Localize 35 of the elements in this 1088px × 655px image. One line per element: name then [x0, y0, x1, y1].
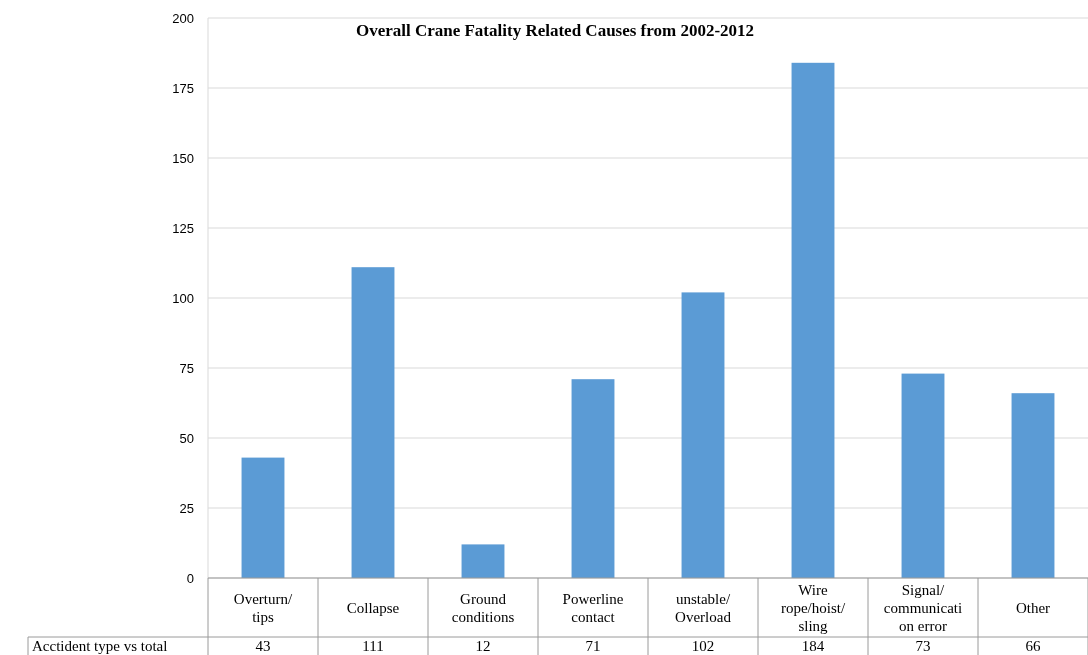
y-tick-label: 125	[172, 220, 194, 236]
bar	[901, 373, 945, 578]
bar	[241, 457, 285, 578]
y-tick-label: 75	[179, 360, 194, 376]
data-label: 73	[915, 638, 931, 654]
x-tick-label: Collapse	[346, 599, 400, 616]
x-tick-label: Signal/ communicati on error	[883, 581, 963, 634]
x-tick-label: Wire rope/hoist/ sling	[780, 581, 846, 634]
y-tick-label: 100	[172, 290, 194, 306]
data-label: 102	[691, 638, 715, 654]
bar	[791, 62, 835, 578]
y-tick-label: 50	[179, 430, 194, 446]
y-tick-label: 175	[172, 80, 194, 96]
x-tick-label: Overturn/ tips	[233, 590, 293, 625]
bar	[571, 379, 615, 578]
bar	[681, 292, 725, 578]
y-tick-label: 200	[172, 10, 194, 26]
x-tick-label: Other	[1015, 599, 1051, 616]
bar	[1011, 393, 1055, 578]
y-tick-label: 150	[172, 150, 194, 166]
y-tick-label: 0	[186, 570, 194, 586]
bar	[461, 544, 505, 578]
data-label: 43	[255, 638, 271, 654]
x-tick-label: Ground conditions	[451, 590, 515, 625]
data-label: 184	[801, 638, 825, 654]
data-label: 71	[585, 638, 601, 654]
x-tick-label: unstable/ Overload	[675, 590, 732, 625]
bar	[351, 267, 395, 578]
data-label: 12	[475, 638, 491, 654]
y-tick-label: 25	[179, 500, 194, 516]
text: Acctident type vs total	[32, 638, 168, 654]
data-label: 66	[1025, 638, 1041, 654]
data-label: 111	[362, 638, 384, 654]
x-tick-label: Powerline contact	[562, 590, 624, 625]
chart-title: Overall Crane Fatality Related Causes from 2002-2012	[355, 21, 755, 40]
